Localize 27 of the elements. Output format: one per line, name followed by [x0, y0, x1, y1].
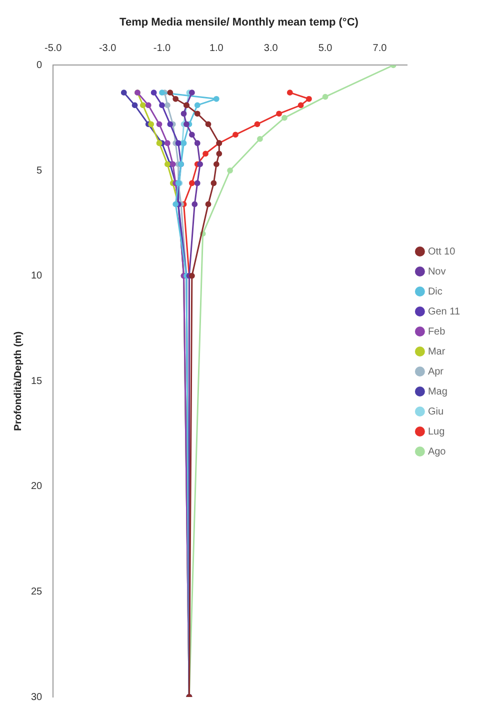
legend-label: Mag [428, 386, 448, 398]
y-tick-label: 0 [36, 60, 43, 71]
chart-title: Temp Media mensile/ Monthly mean temp (°C) [120, 16, 359, 29]
y-tick-label: 5 [36, 165, 43, 176]
y-axis-title: Profondità/Depth (m) [12, 331, 24, 431]
legend-label: Giu [428, 406, 444, 418]
legend-label: Ago [428, 446, 446, 458]
legend-label: Nov [428, 266, 446, 278]
y-tick-label: 15 [31, 376, 43, 387]
x-tick-label: -3.0 [98, 42, 117, 54]
y-tick-label: 20 [31, 481, 43, 492]
legend-label: Lug [428, 426, 445, 438]
legend-label: Mar [428, 346, 446, 358]
legend-label: Dic [428, 286, 442, 298]
legend-label: Ott 10 [428, 246, 456, 258]
legend-label: Apr [428, 366, 444, 378]
y-tick-label: 10 [31, 270, 43, 282]
x-tick-label: 3.0 [264, 42, 278, 54]
legend-label: Feb [428, 326, 446, 338]
x-tick-label: 5.0 [318, 42, 333, 54]
x-tick-label: -1.0 [153, 42, 172, 54]
x-tick-label: 7.0 [372, 42, 388, 54]
y-tick-label: 30 [31, 692, 43, 703]
x-tick-label: -5.0 [44, 42, 62, 54]
y-tick-label: 25 [31, 586, 43, 598]
x-tick-label: 1.0 [209, 42, 224, 54]
legend-label: Gen 11 [428, 306, 460, 318]
